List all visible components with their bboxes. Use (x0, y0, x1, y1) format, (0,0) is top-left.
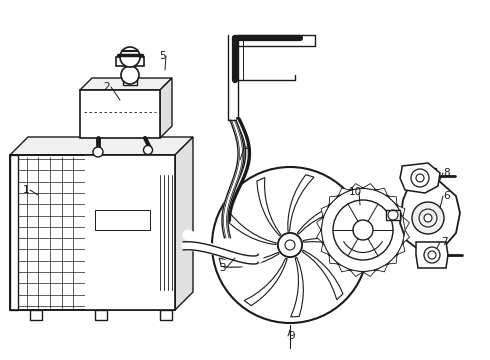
Polygon shape (80, 78, 172, 90)
Circle shape (285, 240, 295, 250)
Polygon shape (291, 257, 303, 317)
Circle shape (278, 233, 302, 257)
Polygon shape (223, 210, 276, 245)
Polygon shape (363, 270, 376, 276)
Polygon shape (321, 205, 329, 217)
Polygon shape (95, 210, 150, 230)
Polygon shape (386, 210, 400, 220)
Polygon shape (321, 243, 329, 255)
Circle shape (121, 66, 139, 84)
Polygon shape (244, 258, 287, 306)
Circle shape (278, 233, 302, 257)
Polygon shape (376, 264, 388, 272)
Polygon shape (388, 255, 397, 264)
Text: 9: 9 (289, 331, 295, 341)
Polygon shape (329, 255, 338, 264)
Polygon shape (85, 155, 175, 310)
Text: 5: 5 (159, 51, 165, 61)
Polygon shape (403, 217, 410, 230)
Polygon shape (376, 188, 388, 196)
Polygon shape (388, 196, 397, 205)
Polygon shape (350, 270, 363, 276)
Polygon shape (423, 168, 436, 180)
Polygon shape (400, 163, 440, 193)
Polygon shape (80, 90, 160, 138)
Polygon shape (329, 196, 338, 205)
Polygon shape (175, 137, 193, 310)
Text: 3: 3 (219, 263, 225, 273)
Polygon shape (317, 217, 323, 230)
Polygon shape (30, 310, 42, 320)
Polygon shape (10, 155, 18, 310)
Polygon shape (338, 264, 350, 272)
Polygon shape (303, 238, 362, 257)
Polygon shape (219, 252, 279, 267)
Text: 1: 1 (23, 185, 29, 195)
Polygon shape (257, 177, 281, 236)
Circle shape (416, 174, 424, 182)
Polygon shape (116, 57, 144, 66)
Polygon shape (397, 205, 405, 217)
Polygon shape (123, 75, 137, 85)
Text: 2: 2 (104, 82, 110, 92)
Circle shape (120, 47, 140, 67)
Polygon shape (397, 243, 405, 255)
Circle shape (353, 220, 373, 240)
Polygon shape (416, 242, 448, 268)
Polygon shape (297, 201, 352, 234)
Circle shape (93, 147, 103, 157)
Polygon shape (10, 137, 193, 155)
Text: 8: 8 (443, 168, 450, 178)
Circle shape (412, 202, 444, 234)
Polygon shape (288, 175, 314, 231)
Circle shape (424, 214, 432, 222)
Polygon shape (403, 230, 410, 243)
Circle shape (321, 188, 405, 272)
Circle shape (428, 251, 436, 259)
Text: 6: 6 (443, 191, 450, 201)
Circle shape (144, 145, 152, 154)
Polygon shape (302, 250, 343, 300)
Polygon shape (95, 310, 107, 320)
Polygon shape (160, 78, 172, 138)
Text: 4: 4 (245, 143, 251, 153)
Polygon shape (400, 180, 460, 253)
Text: 10: 10 (348, 187, 362, 197)
Text: 7: 7 (441, 237, 447, 247)
Polygon shape (350, 184, 363, 190)
Polygon shape (338, 188, 350, 196)
Polygon shape (10, 155, 175, 310)
Polygon shape (363, 184, 376, 190)
Polygon shape (160, 310, 172, 320)
Polygon shape (317, 230, 323, 243)
